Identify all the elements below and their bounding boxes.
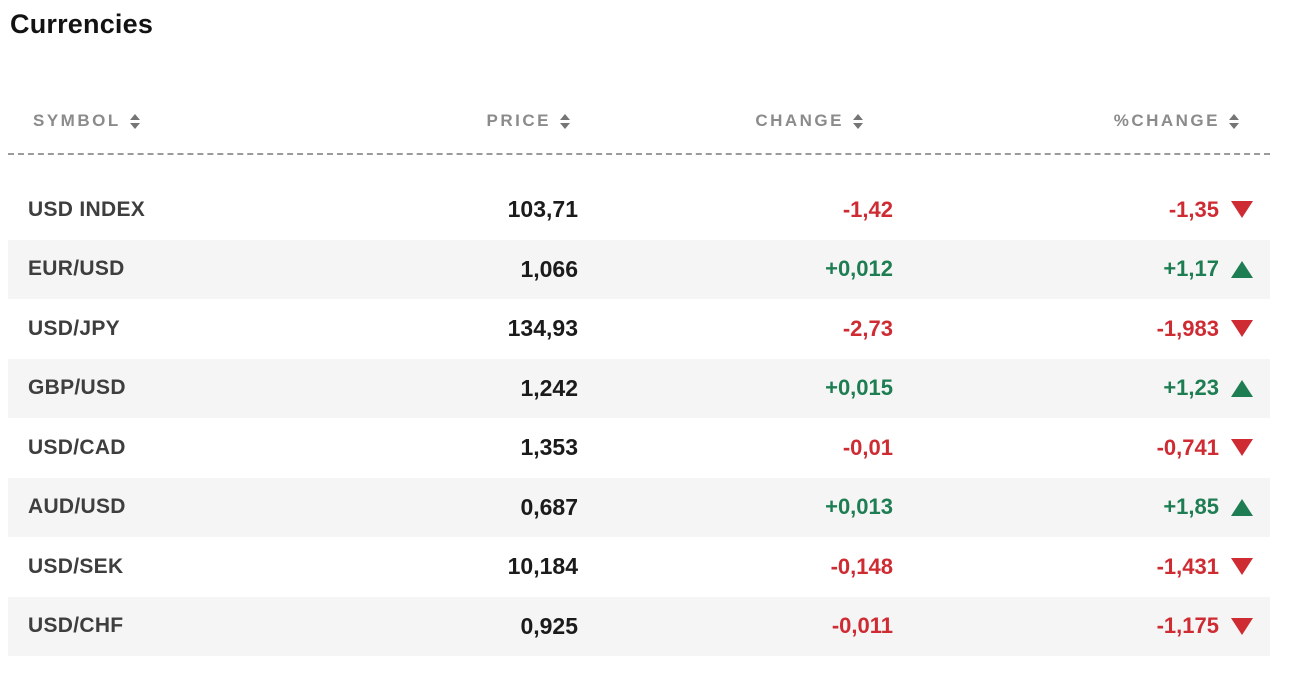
sort-icon: [853, 113, 863, 129]
pct-change-value: -1,431: [1156, 553, 1219, 579]
column-header-pct-change[interactable]: %CHANGE: [893, 111, 1270, 131]
price-cell: 0,925: [520, 612, 578, 639]
pct-change-cell: +1,17: [893, 256, 1270, 282]
price-cell: 10,184: [507, 553, 578, 580]
column-header-change-label: CHANGE: [755, 111, 844, 130]
pct-change-cell: +1,23: [893, 375, 1270, 401]
triangle-down-icon: [1231, 617, 1253, 635]
header-divider: [8, 153, 1270, 155]
triangle-up-icon: [1231, 498, 1253, 516]
triangle-down-icon: [1231, 320, 1253, 338]
pct-change-value: -0,741: [1156, 434, 1219, 460]
sort-icon: [560, 113, 570, 129]
sort-icon: [1229, 113, 1239, 129]
column-header-price-label: PRICE: [486, 111, 551, 130]
triangle-down-icon: [1231, 558, 1253, 576]
symbol-cell: USD/SEK: [28, 554, 124, 578]
column-header-price[interactable]: PRICE: [308, 111, 578, 131]
pct-change-value: -1,35: [1168, 196, 1219, 222]
pct-change-cell: +1,85: [893, 494, 1270, 520]
pct-change-cell: -1,175: [893, 613, 1270, 639]
symbol-cell: USD/CHF: [28, 614, 124, 638]
pct-change-cell: -0,741: [893, 435, 1270, 461]
table-row[interactable]: USD/JPY 134,93 -2,73 -1,983: [8, 299, 1270, 359]
pct-change-value: +1,17: [1163, 256, 1219, 282]
triangle-down-icon: [1231, 439, 1253, 457]
pct-change-value: -1,983: [1156, 315, 1219, 341]
symbol-cell: GBP/USD: [28, 376, 126, 400]
pct-change-value: -1,175: [1156, 613, 1219, 639]
symbol-cell: AUD/USD: [28, 495, 126, 519]
column-header-pct-change-label: %CHANGE: [1113, 111, 1220, 130]
pct-change-cell: -1,431: [893, 554, 1270, 580]
triangle-down-icon: [1231, 201, 1253, 219]
symbol-cell: EUR/USD: [28, 257, 125, 281]
table-header: SYMBOL PRICE CHANGE %CHANGE: [8, 102, 1270, 140]
change-cell: -0,01: [842, 434, 893, 460]
pct-change-cell: -1,35: [893, 197, 1270, 223]
pct-change-value: +1,85: [1163, 494, 1219, 520]
symbol-cell: USD/CAD: [28, 435, 126, 459]
table-row[interactable]: AUD/USD 0,687 +0,013 +1,85: [8, 477, 1270, 537]
pct-change-cell: -1,983: [893, 316, 1270, 342]
page-title: Currencies: [10, 9, 154, 39]
price-cell: 103,71: [507, 196, 578, 223]
change-cell: -0,148: [830, 553, 893, 579]
symbol-cell: USD/JPY: [28, 316, 120, 340]
price-cell: 1,066: [520, 255, 578, 282]
table-row[interactable]: USD INDEX 103,71 -1,42 -1,35: [8, 180, 1270, 240]
table-row[interactable]: USD/CAD 1,353 -0,01 -0,741: [8, 418, 1270, 478]
pct-change-value: +1,23: [1163, 375, 1219, 401]
price-cell: 0,687: [520, 493, 578, 520]
price-cell: 134,93: [507, 315, 578, 342]
symbol-cell: USD INDEX: [28, 197, 146, 221]
sort-icon: [129, 113, 140, 129]
change-cell: +0,015: [825, 375, 893, 401]
change-cell: -0,011: [831, 613, 893, 639]
triangle-up-icon: [1231, 379, 1253, 397]
change-cell: -1,42: [842, 196, 893, 222]
column-header-symbol[interactable]: SYMBOL: [8, 111, 308, 131]
column-header-change[interactable]: CHANGE: [578, 111, 893, 131]
column-header-symbol-label: SYMBOL: [33, 111, 121, 130]
change-cell: -2,73: [842, 315, 893, 341]
table-body: USD INDEX 103,71 -1,42 -1,35 EUR/USD 1,0…: [8, 180, 1270, 656]
triangle-up-icon: [1231, 260, 1253, 278]
currencies-widget: Currencies SYMBOL PRICE CHANGE %CHANGE U…: [0, 8, 1298, 656]
change-cell: +0,013: [825, 494, 893, 520]
price-cell: 1,242: [520, 374, 578, 401]
change-cell: +0,012: [825, 256, 893, 282]
table-row[interactable]: GBP/USD 1,242 +0,015 +1,23: [8, 358, 1270, 418]
table-row[interactable]: EUR/USD 1,066 +0,012 +1,17: [8, 239, 1270, 299]
table-row[interactable]: USD/SEK 10,184 -0,148 -1,431: [8, 537, 1270, 597]
table-row[interactable]: USD/CHF 0,925 -0,011 -1,175: [8, 596, 1270, 656]
price-cell: 1,353: [520, 434, 578, 461]
